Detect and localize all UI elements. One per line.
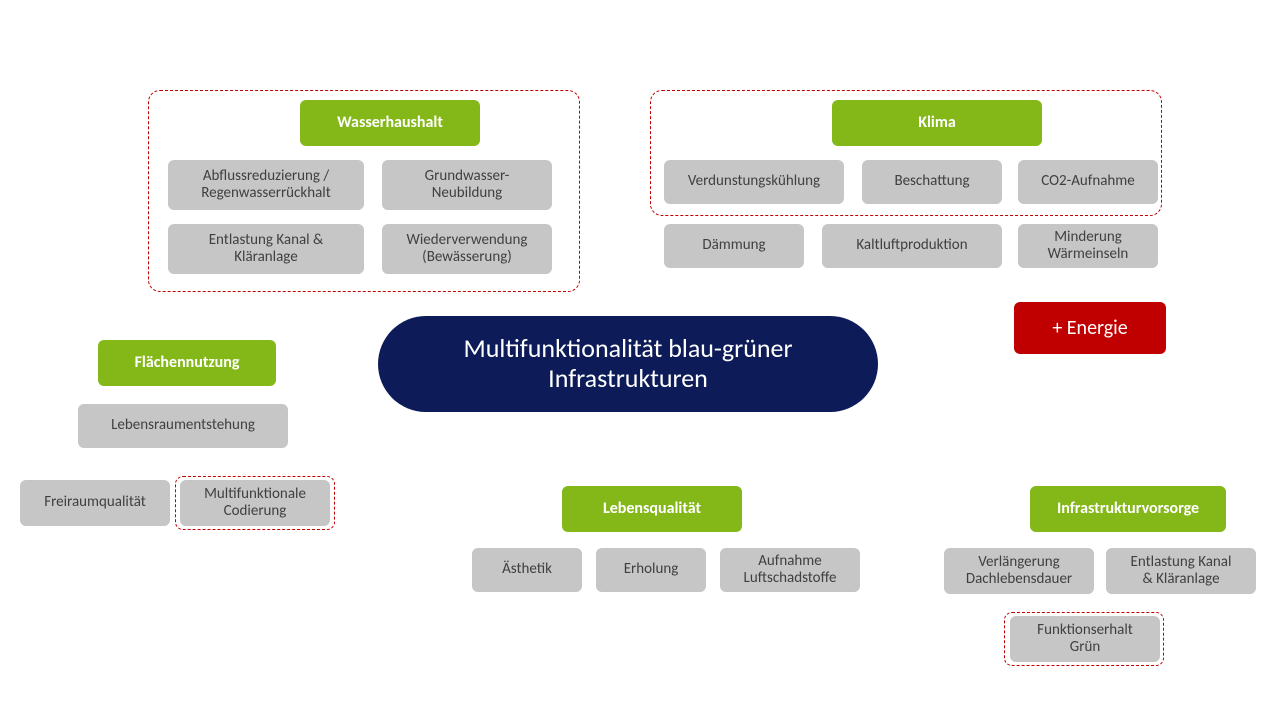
infra-item-1: Entlastung Kanal& Kläranlage xyxy=(1106,548,1256,594)
flaeche-item-1: Freiraumqualität xyxy=(20,480,170,526)
flaeche-item-2: MultifunktionaleCodierung xyxy=(180,480,330,526)
klima-item-4: Kaltluftproduktion xyxy=(822,224,1002,268)
header-flaeche: Flächennutzung xyxy=(98,340,276,386)
header-klima: Klima xyxy=(832,100,1042,146)
wasser-item-3: Wiederverwendung(Bewässerung) xyxy=(382,224,552,274)
wasser-item-1: Grundwasser-Neubildung xyxy=(382,160,552,210)
leben-item-2: AufnahmeLuftschadstoffe xyxy=(720,548,860,592)
header-wasser: Wasserhaushalt xyxy=(300,100,480,146)
wasser-item-2: Entlastung Kanal &Kläranlage xyxy=(168,224,364,274)
wasser-item-0: Abflussreduzierung /Regenwasserrückhalt xyxy=(168,160,364,210)
energy-accent: + Energie xyxy=(1014,302,1166,354)
header-leben: Lebensqualität xyxy=(562,486,742,532)
klima-item-2: CO2-Aufnahme xyxy=(1018,160,1158,204)
central-title: Multifunktionalität blau-grünerInfrastru… xyxy=(378,316,878,412)
header-infra: Infrastrukturvorsorge xyxy=(1030,486,1226,532)
leben-item-1: Erholung xyxy=(596,548,706,592)
infra-item-0: VerlängerungDachlebensdauer xyxy=(944,548,1094,594)
klima-item-5: MinderungWärmeinseln xyxy=(1018,224,1158,268)
diagram-canvas: Multifunktionalität blau-grünerInfrastru… xyxy=(0,0,1280,720)
klima-item-0: Verdunstungskühlung xyxy=(664,160,844,204)
klima-item-1: Beschattung xyxy=(862,160,1002,204)
flaeche-item-0: Lebensraumentstehung xyxy=(78,404,288,448)
klima-item-3: Dämmung xyxy=(664,224,804,268)
infra-item-2: FunktionserhaltGrün xyxy=(1010,616,1160,662)
leben-item-0: Ästhetik xyxy=(472,548,582,592)
